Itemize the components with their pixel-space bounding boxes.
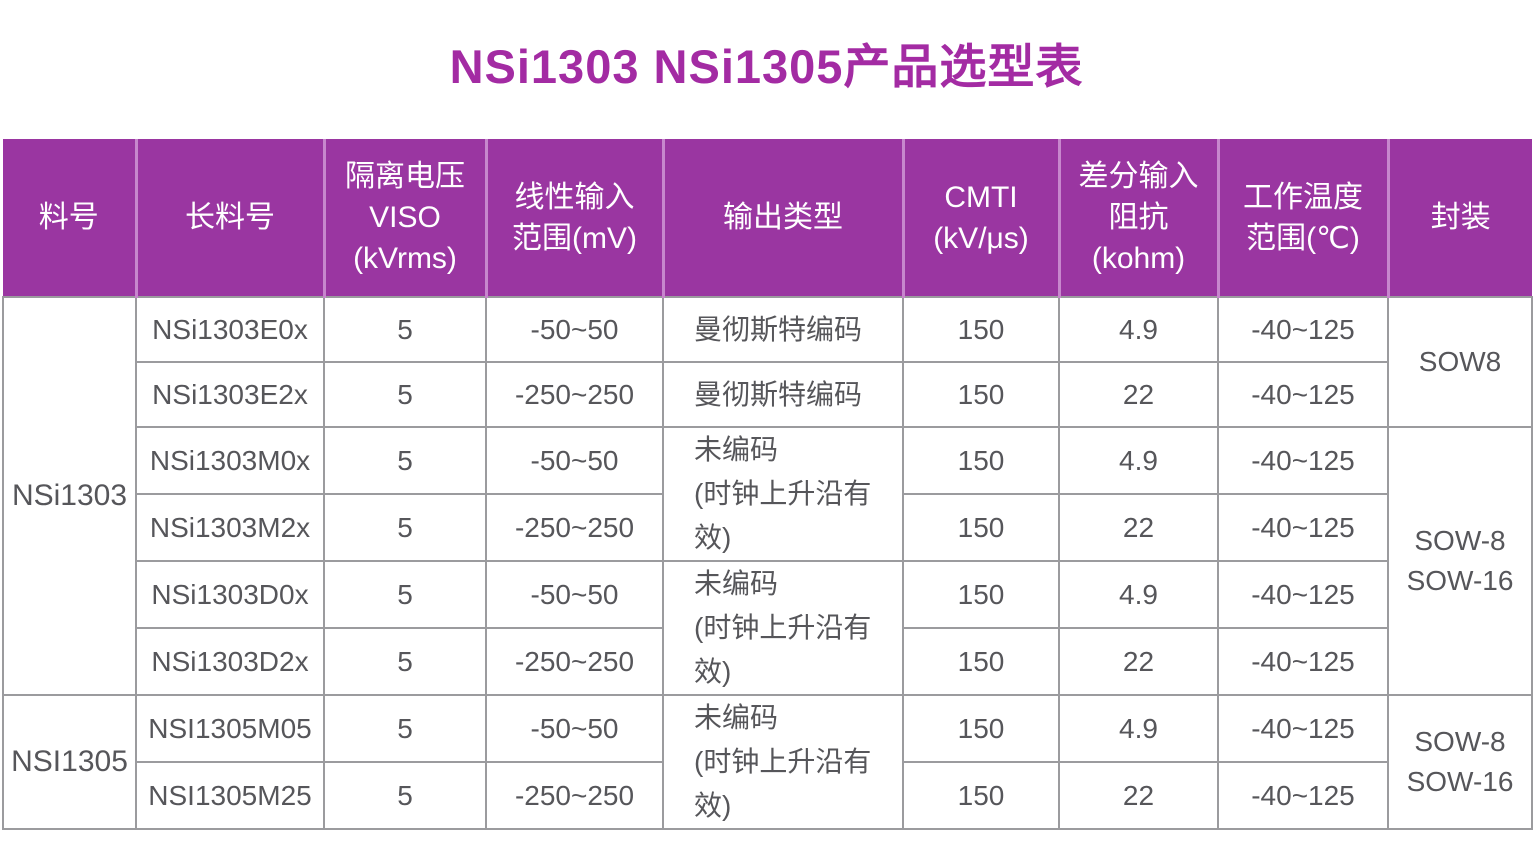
table-row: NSI1305M25 5 -250~250 150 22 -40~125 [3,761,1532,830]
table-row: NSi1303D0x 5 -50~50 未编码 (时钟上升沿有效) 150 4.… [3,560,1532,696]
cell-linear-input-range: -50~50 [485,426,664,495]
table-row: NSi1303 NSi1303E0x 5 -50~50 曼彻斯特编码 150 4… [2,296,1533,696]
cell-isolation-voltage: 5 [323,426,487,495]
cell-cmti: 150 [902,426,1060,495]
table-row: NSi1303M0x 5 -50~50 未编码 (时钟上升沿有效) 150 4.… [3,426,1533,696]
cell-cmti: 150 [902,560,1060,629]
cell-long-part-number: NSi1303M0x [135,426,325,495]
cell-impedance: 4.9 [1058,296,1219,363]
cell-long-part-number: NSi1303E2x [135,361,325,428]
cell-linear-input-range: -50~50 [485,560,664,629]
col-header-package: 封装 [1386,139,1532,297]
cell-temp-range: -40~125 [1217,361,1389,428]
col-header-linear-input-range: 线性输入 范围(mV) [484,139,663,297]
cell-output-type: 未编码 (时钟上升沿有效) [662,560,904,696]
cell-long-part-number: NSI1305M05 [135,694,325,763]
cell-temp-range: -40~125 [1217,627,1389,696]
cell-package: SOW-8 SOW-16 [1387,426,1533,696]
table-row: NSi1303D2x 5 -250~250 150 22 -40~125 [3,627,1532,696]
header-row: 料号 长料号 隔离电压 VISO (kVrms) 线性输入 范围(mV) 输出类… [3,139,1532,297]
col-header-isolation-voltage: 隔离电压 VISO (kVrms) [322,139,486,297]
col-header-long-part-number: 长料号 [134,139,324,297]
cell-temp-range: -40~125 [1217,761,1389,830]
cell-impedance: 22 [1058,761,1219,830]
table-header: 料号 长料号 隔离电压 VISO (kVrms) 线性输入 范围(mV) 输出类… [3,139,1532,297]
cell-cmti: 150 [902,761,1060,830]
cell-linear-input-range: -250~250 [485,361,664,428]
cell-output-type: 曼彻斯特编码 [662,296,904,363]
col-header-part-series: 料号 [3,139,136,297]
cell-impedance: 22 [1058,493,1219,562]
col-header-output-type: 输出类型 [661,139,903,297]
cell-isolation-voltage: 5 [323,627,487,696]
table-body: NSi1303 NSi1303E0x 5 -50~50 曼彻斯特编码 150 4… [2,296,1533,830]
cell-long-part-number: NSI1305M25 [135,761,325,830]
cell-long-part-number: NSi1303M2x [135,493,325,562]
cell-cmti: 150 [902,296,1060,363]
cell-cmti: 150 [902,627,1060,696]
cell-impedance: 22 [1058,361,1219,428]
cell-isolation-voltage: 5 [323,694,487,763]
cell-isolation-voltage: 5 [323,361,487,428]
cell-cmti: 150 [902,694,1060,763]
cell-package: SOW-8 SOW-16 [1387,694,1533,830]
cell-part-series: NSi1303 [2,296,137,696]
cell-isolation-voltage: 5 [323,761,487,830]
col-header-operating-temp-range: 工作温度 范围(℃) [1216,139,1388,297]
cell-output-type: 未编码 (时钟上升沿有效) [662,694,904,830]
table-row: NSi1303E2x 5 -250~250 曼彻斯特编码 150 22 -40~… [3,361,1532,428]
cell-temp-range: -40~125 [1217,296,1389,363]
cell-impedance: 4.9 [1058,426,1219,495]
table-row: NSI1305 NSI1305M05 5 -50~50 未编码 (时钟上升沿有效… [2,694,1533,830]
cell-temp-range: -40~125 [1217,560,1389,629]
cell-long-part-number: NSi1303D0x [135,560,325,629]
cell-linear-input-range: -50~50 [485,296,664,363]
cell-isolation-voltage: 5 [323,560,487,629]
cell-long-part-number: NSi1303D2x [135,627,325,696]
col-header-diff-input-impedance: 差分输入 阻抗 (kohm) [1057,139,1218,297]
cell-output-type: 曼彻斯特编码 [662,361,904,428]
cell-package: SOW8 [1387,296,1533,428]
cell-linear-input-range: -250~250 [485,627,664,696]
table-row: NSi1303M2x 5 -250~250 150 22 -40~125 [3,493,1532,562]
cell-isolation-voltage: 5 [323,493,487,562]
cell-long-part-number: NSi1303E0x [135,296,325,363]
cell-cmti: 150 [902,493,1060,562]
cell-impedance: 4.9 [1058,694,1219,763]
product-selection-table: 料号 长料号 隔离电压 VISO (kVrms) 线性输入 范围(mV) 输出类… [2,139,1533,830]
cell-cmti: 150 [902,361,1060,428]
cell-output-type: 未编码 (时钟上升沿有效) [662,426,904,562]
cell-impedance: 4.9 [1058,560,1219,629]
cell-linear-input-range: -50~50 [485,694,664,763]
page-title: NSi1303 NSi1305产品选型表 [449,40,1084,93]
cell-temp-range: -40~125 [1217,493,1389,562]
cell-isolation-voltage: 5 [323,296,487,363]
cell-linear-input-range: -250~250 [485,493,664,562]
cell-temp-range: -40~125 [1217,426,1389,495]
cell-linear-input-range: -250~250 [485,761,664,830]
cell-part-series: NSI1305 [2,694,137,830]
cell-impedance: 22 [1058,627,1219,696]
cell-temp-range: -40~125 [1217,694,1389,763]
col-header-cmti: CMTI (kV/μs) [901,139,1059,297]
